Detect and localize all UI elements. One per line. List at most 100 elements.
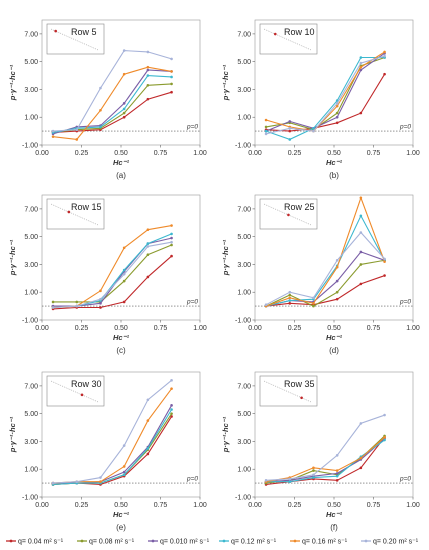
data-point [288, 138, 292, 141]
x-tick-label: 0.75 [367, 325, 381, 332]
y-tick-label: -1.00 [22, 318, 38, 325]
legend-label: q= 0.16 m² s⁻¹ [302, 539, 348, 546]
data-point [335, 454, 339, 457]
data-point [359, 263, 363, 266]
data-point [99, 289, 102, 293]
panel-caption: (d) [329, 346, 339, 355]
series-line [53, 225, 172, 309]
data-point [359, 282, 363, 286]
data-point [264, 125, 268, 129]
legend-marker [80, 539, 84, 543]
x-tick-label: 0.00 [35, 150, 49, 157]
x-tick-label: 0.00 [248, 150, 262, 157]
data-point [170, 387, 173, 390]
data-point [51, 300, 55, 304]
series-line [265, 51, 385, 132]
panel-title: Row 15 [71, 202, 102, 212]
data-point [170, 232, 173, 236]
data-point [75, 128, 79, 132]
x-tick-label: 0.75 [154, 325, 168, 332]
series-line [265, 56, 385, 140]
panel-title: Row 5 [71, 27, 97, 37]
data-point [122, 470, 126, 474]
data-point [122, 268, 126, 272]
legend: q= 0.04 m² s⁻¹ q= 0.08 m² s⁻¹ q= 0.010 m² … [6, 539, 419, 546]
data-point [170, 224, 173, 227]
series-line [265, 259, 385, 307]
data-point [335, 111, 339, 115]
x-tick-label: 0.75 [154, 150, 168, 157]
inset-box [259, 23, 318, 55]
data-point [51, 481, 55, 485]
data-point [170, 236, 173, 240]
data-point [335, 479, 339, 482]
data-point [51, 129, 55, 133]
data-point [99, 86, 102, 90]
x-tick-label: 0.75 [154, 502, 168, 509]
data-point [288, 302, 292, 305]
x-tick-label: 0.75 [367, 502, 381, 509]
inset-box [259, 198, 318, 230]
zero-line-label: p=0 [186, 299, 198, 306]
data-point [99, 476, 102, 479]
panel-caption: (e) [116, 523, 126, 532]
zero-line-label: p=0 [399, 124, 411, 131]
chart-panel: 0.00 0.25 0.50 0.75 1.00 -1.00 1.00 3.00 5.00 7.0… [221, 371, 420, 532]
data-point [359, 456, 363, 460]
series-line [265, 55, 385, 135]
x-tick-label: 0.00 [35, 325, 49, 332]
x-tick-label: 1.00 [406, 502, 420, 509]
data-point [288, 299, 292, 302]
inset-row-marker [300, 396, 303, 400]
legend-label: q= 0.20 m² s⁻¹ [373, 539, 419, 546]
data-point [122, 107, 126, 111]
data-point [170, 75, 173, 79]
data-point [359, 422, 363, 425]
series-line [265, 214, 386, 307]
y-tick-label: 5.00 [237, 234, 251, 241]
data-point [312, 476, 315, 479]
data-point [383, 72, 386, 76]
data-point [170, 415, 173, 418]
legend-label: q= 0.08 m² s⁻¹ [89, 539, 135, 546]
data-point [170, 254, 173, 258]
data-point [359, 65, 363, 69]
series-line [265, 196, 386, 307]
series-line [265, 231, 386, 306]
data-point [99, 125, 102, 129]
data-point [146, 68, 150, 72]
y-tick-label: 1.00 [24, 290, 38, 297]
data-point [383, 438, 386, 442]
data-point [288, 129, 292, 133]
x-axis-label: Hc⁻¹ [113, 510, 130, 519]
inset-box [46, 23, 105, 55]
data-point [146, 245, 150, 248]
y-tick-label: 3.00 [237, 87, 251, 94]
chart-panel: 0.00 0.25 0.50 0.75 1.00 -1.00 1.00 3.00 5.00 7.0… [221, 194, 420, 355]
y-tick-label: 1.00 [237, 467, 251, 474]
chart-panel: 0.00 0.25 0.50 0.75 1.00 -1.00 1.00 3.00 5.00 7.0… [8, 194, 207, 355]
data-point [383, 54, 386, 58]
data-point [51, 135, 55, 138]
x-tick-label: 1.00 [193, 150, 207, 157]
y-tick-label: -1.00 [235, 495, 251, 502]
data-point [146, 83, 150, 87]
panel-caption: (a) [116, 171, 126, 180]
inset-box [46, 375, 105, 407]
series-line [265, 52, 385, 132]
y-axis-label: p·γ⁻¹·hc⁻¹ [221, 64, 230, 101]
data-point [335, 297, 339, 301]
panel-caption: (f) [330, 523, 338, 532]
data-point [383, 257, 386, 261]
inset-row-marker [273, 32, 277, 36]
data-point [312, 129, 315, 133]
data-point [122, 49, 126, 52]
data-point [335, 290, 339, 294]
data-point [170, 240, 173, 244]
data-point [75, 300, 79, 304]
data-point [170, 70, 173, 73]
y-tick-label: -1.00 [235, 143, 251, 150]
legend-marker [293, 539, 297, 543]
y-tick-label: 3.00 [237, 439, 251, 446]
